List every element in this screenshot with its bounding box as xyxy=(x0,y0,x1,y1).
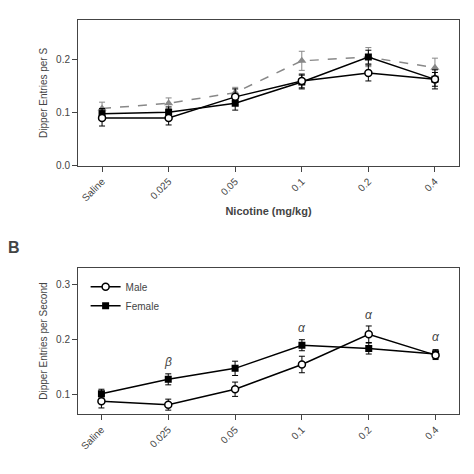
svg-text:α: α xyxy=(298,321,306,335)
svg-text:0.4: 0.4 xyxy=(422,176,440,194)
svg-text:0.025: 0.025 xyxy=(148,176,174,202)
svg-text:α: α xyxy=(432,330,440,344)
svg-text:0.2: 0.2 xyxy=(56,54,70,65)
svg-text:Dipper Entries per S: Dipper Entries per S xyxy=(38,48,49,138)
svg-text:0.1: 0.1 xyxy=(56,389,70,400)
svg-text:0.2: 0.2 xyxy=(356,176,374,194)
svg-text:0.2: 0.2 xyxy=(56,334,70,345)
svg-text:0.4: 0.4 xyxy=(423,424,441,442)
svg-text:0.2: 0.2 xyxy=(356,424,374,442)
svg-text:0.1: 0.1 xyxy=(289,176,307,194)
svg-text:Male: Male xyxy=(126,282,148,293)
svg-text:α: α xyxy=(365,308,373,322)
svg-text:0.0: 0.0 xyxy=(56,160,70,171)
svg-text:Saline: Saline xyxy=(80,176,108,204)
svg-text:Nicotine (mg/kg): Nicotine (mg/kg) xyxy=(225,205,312,217)
svg-text:0.05: 0.05 xyxy=(219,176,241,198)
svg-text:0.1: 0.1 xyxy=(56,107,70,118)
svg-text:0.3: 0.3 xyxy=(56,279,70,290)
svg-text:0.05: 0.05 xyxy=(218,424,240,446)
svg-text:β: β xyxy=(164,355,172,369)
svg-text:Saline: Saline xyxy=(79,424,107,452)
svg-text:0.025: 0.025 xyxy=(148,424,174,450)
svg-text:Female: Female xyxy=(126,301,160,312)
svg-text:0.1: 0.1 xyxy=(289,424,307,442)
svg-text:B: B xyxy=(8,239,20,256)
svg-text:Dipper Entries per Second: Dipper Entries per Second xyxy=(38,282,49,399)
